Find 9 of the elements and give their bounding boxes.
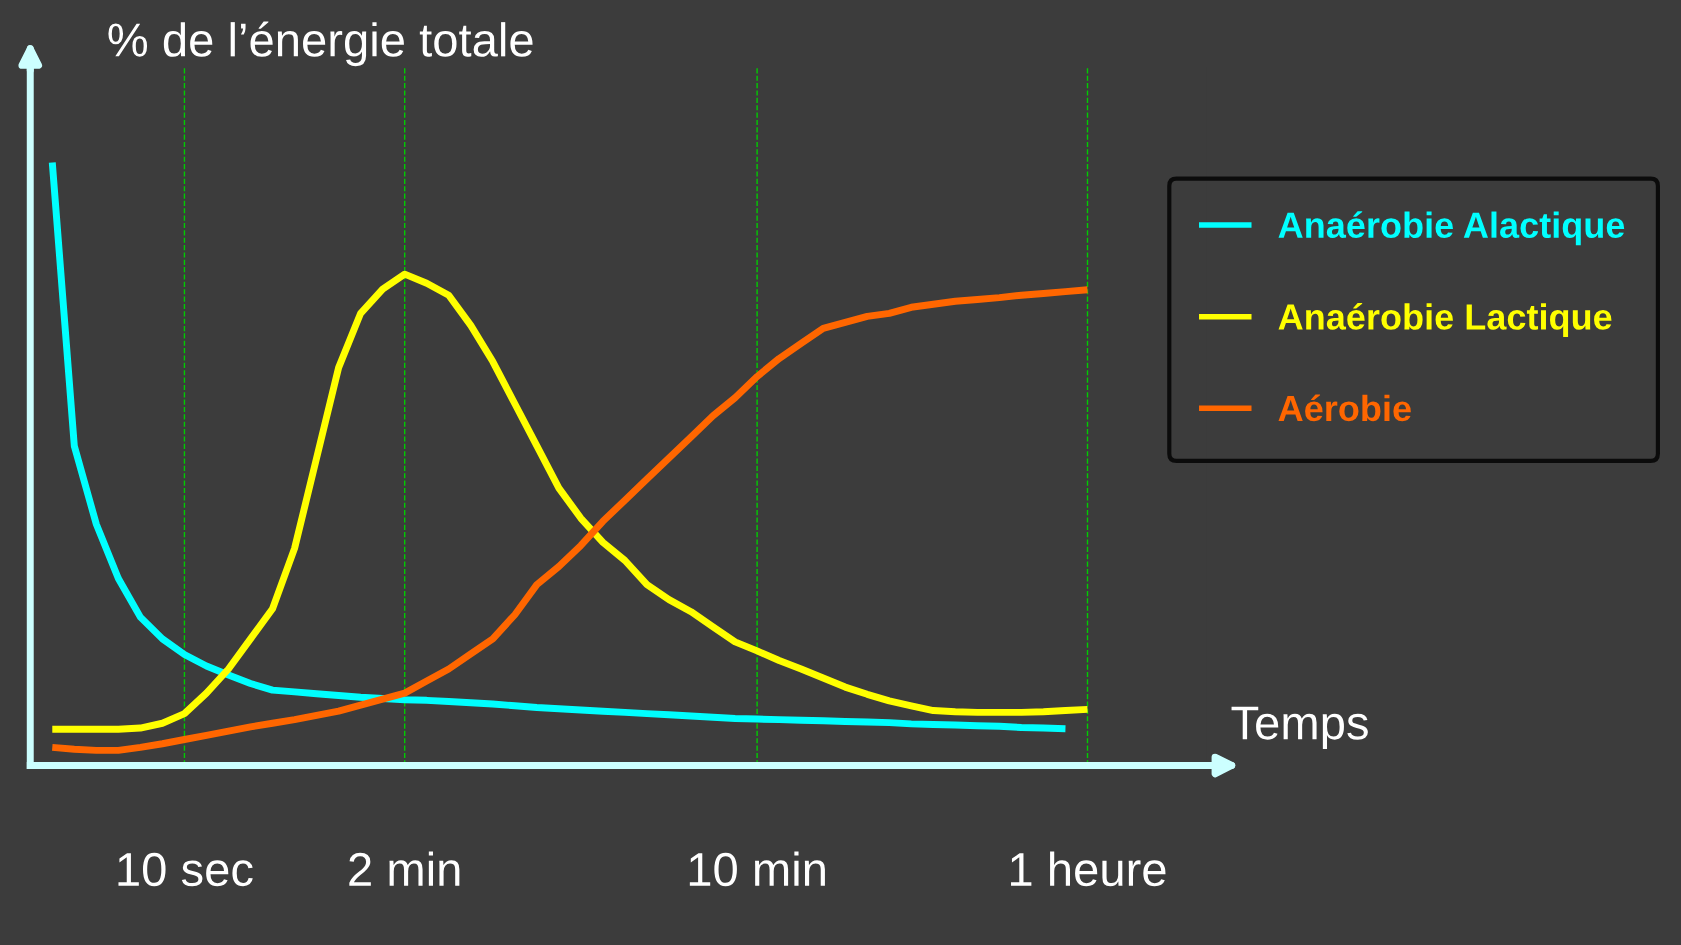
x-tick-label: 2 min: [349, 851, 460, 886]
legend-label: Anaérobie Lactique: [1278, 302, 1612, 337]
x-tick-label: 1 heure: [1011, 851, 1166, 887]
x-tick-label: 10 min: [689, 851, 825, 887]
legend-label: Anaérobie Alactique: [1278, 211, 1625, 246]
x-axis-title: Temps: [1231, 706, 1368, 749]
legend-label: Aérobie: [1278, 394, 1411, 422]
y-axis-title: % de l’énergie totale: [108, 21, 533, 67]
x-tick-label: 10 sec: [118, 852, 253, 887]
